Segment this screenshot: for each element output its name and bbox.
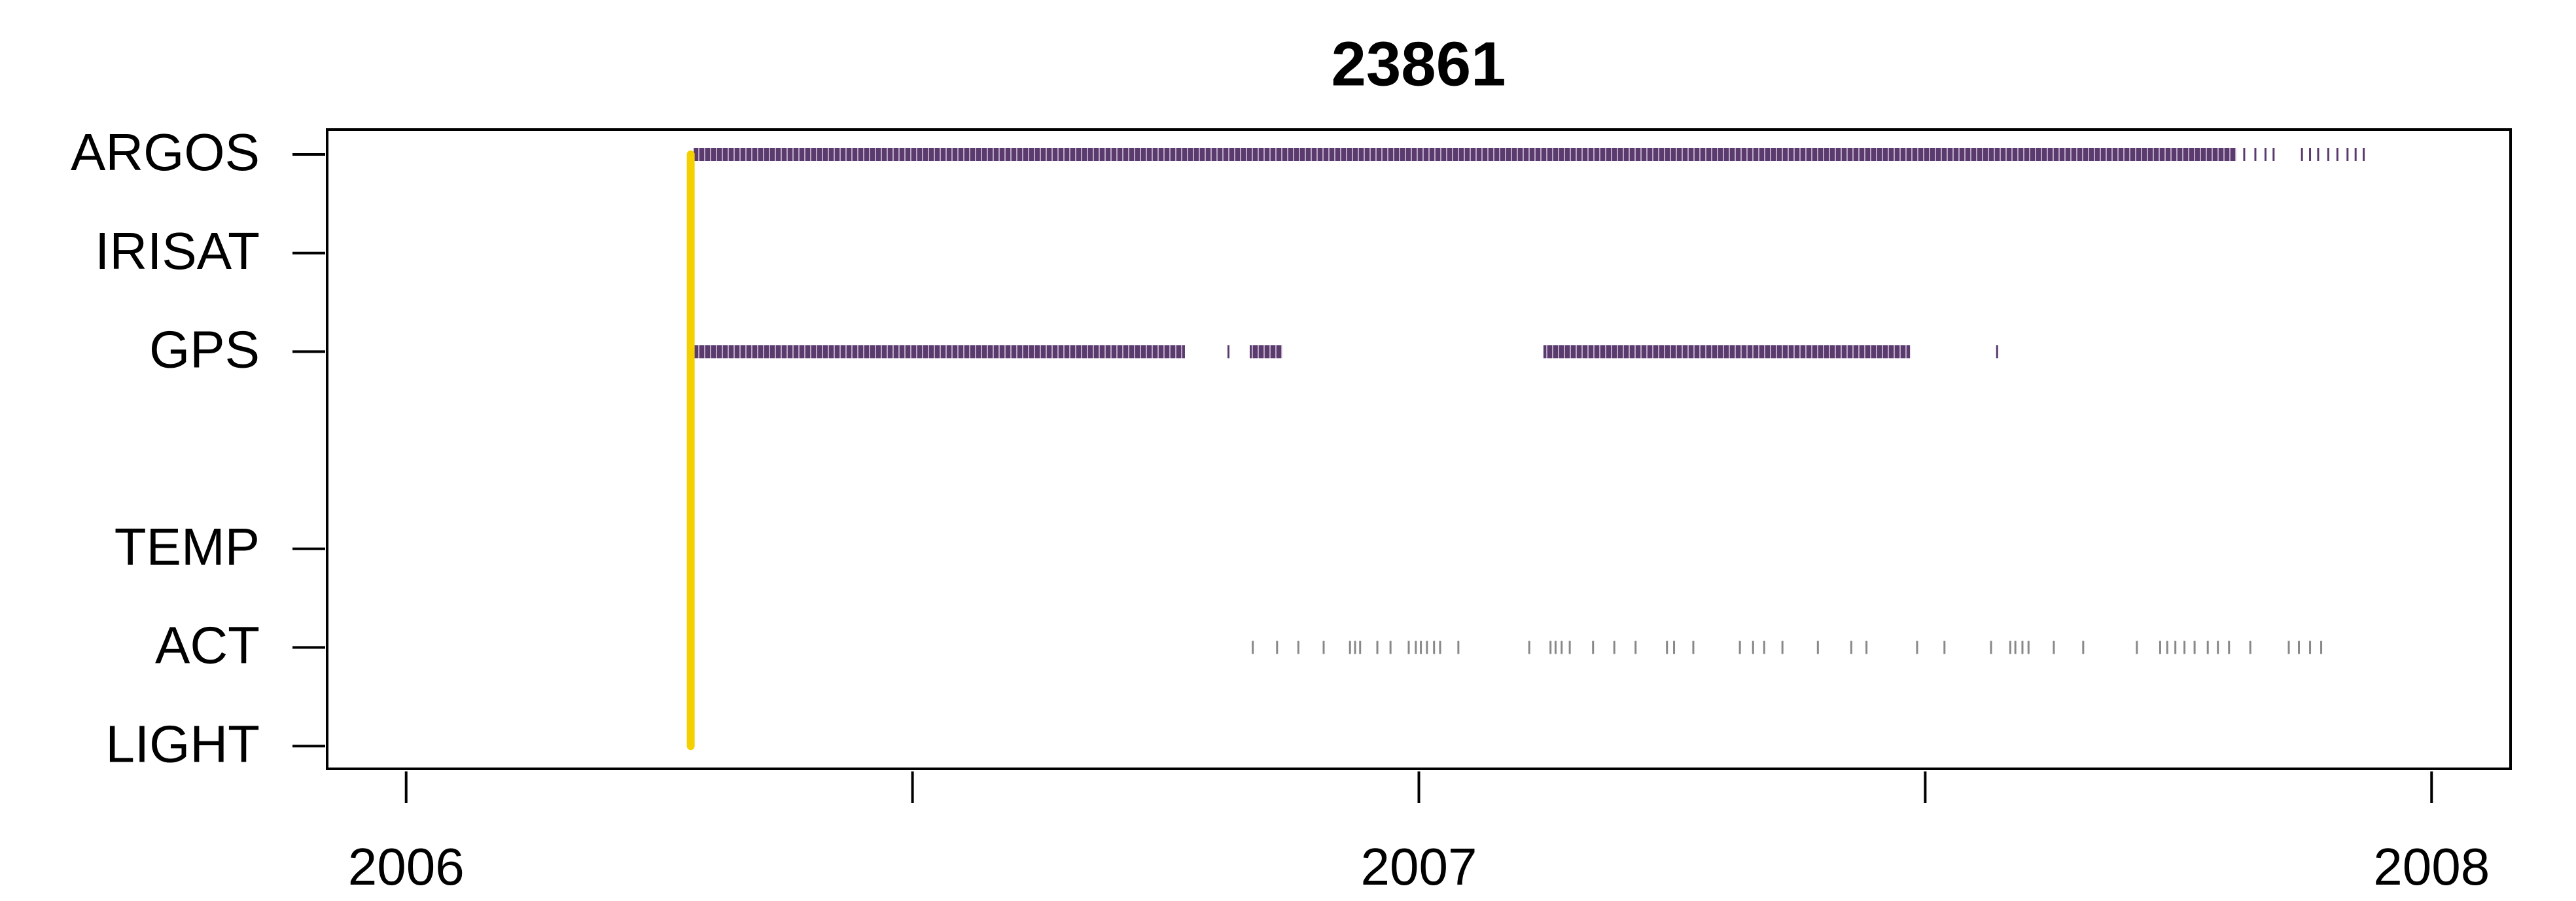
chart-title: 23861 <box>1332 29 1506 99</box>
plot-frame <box>326 128 2512 770</box>
event-range <box>694 345 1185 359</box>
y-tick-label: GPS <box>149 321 260 379</box>
event-range <box>1250 345 1282 359</box>
y-tick-label: ARGOS <box>71 123 260 181</box>
x-tick-label: 2007 <box>1361 838 1477 896</box>
y-tick-label: TEMP <box>115 518 260 576</box>
event-range <box>694 148 2236 161</box>
event-range <box>1543 345 1911 359</box>
y-tick-label: LIGHT <box>105 715 260 773</box>
y-tick-label: ACT <box>155 616 260 675</box>
x-tick-label: 2008 <box>2373 838 2490 896</box>
y-tick-label: IRISAT <box>95 222 260 280</box>
x-tick-label: 2006 <box>348 838 465 896</box>
